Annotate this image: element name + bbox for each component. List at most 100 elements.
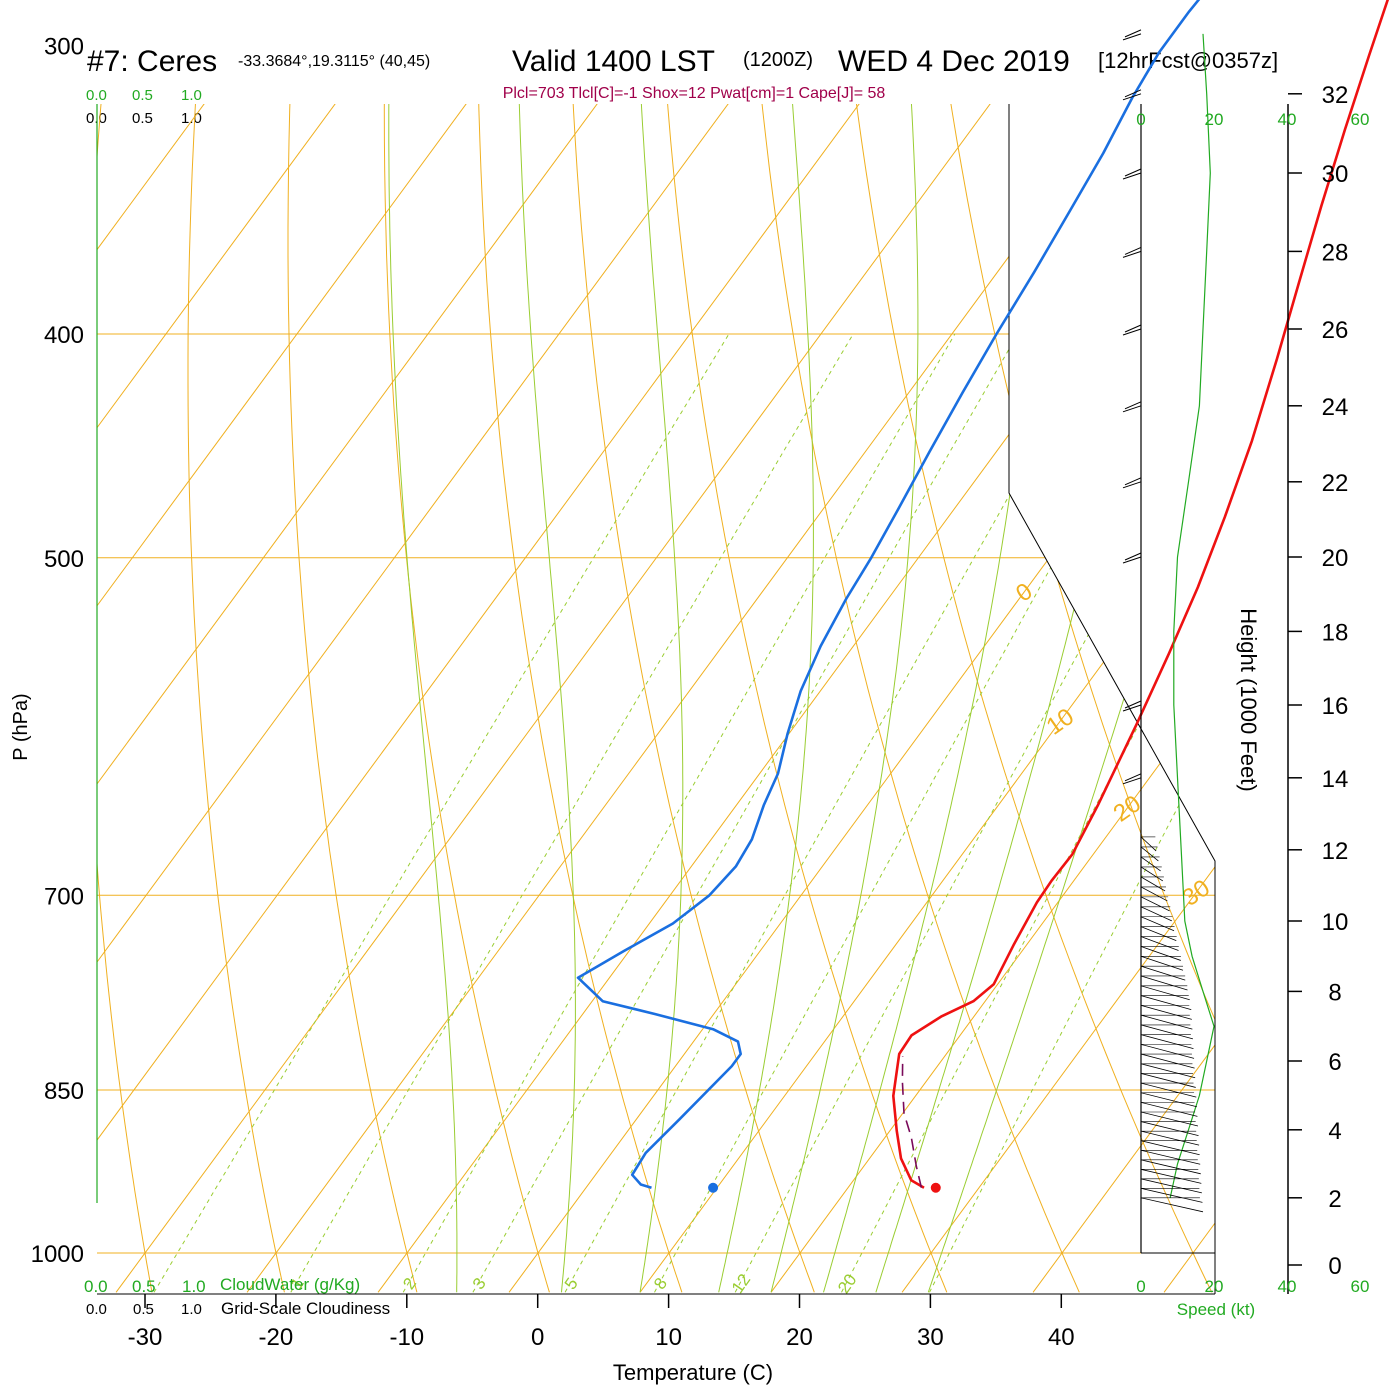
wind-barb <box>1140 1043 1195 1059</box>
height-tick-label: 2 <box>1328 1186 1341 1213</box>
moist-adiabat <box>388 104 458 1293</box>
cloud-bottom-black-0: 0.0 <box>86 1301 107 1318</box>
isotherm <box>115 104 1169 1293</box>
isotherm <box>97 104 645 1293</box>
x-tick-label: 40 <box>1048 1324 1075 1351</box>
dry-adiabat <box>1360 0 1400 1292</box>
isotherm-label-right: 10 <box>1042 703 1079 740</box>
height-tick-label: 4 <box>1328 1118 1341 1145</box>
dry-adiabat <box>97 104 153 1293</box>
wind-barb <box>1140 1111 1199 1127</box>
speed-axis-bottom: 0 20 40 60 <box>1136 1277 1369 1296</box>
x-axis-label: Temperature (C) <box>613 1360 773 1385</box>
title-utc: (1200Z) <box>743 49 813 71</box>
isotherm <box>901 104 1215 1293</box>
wind-barb <box>1140 1121 1199 1136</box>
wind-barb <box>1124 89 1142 98</box>
wind-barb <box>1140 975 1188 991</box>
cloudwater-label: CloudWater (g/Kg) <box>220 1275 360 1294</box>
wind-barb <box>1122 481 1142 489</box>
sounding-series <box>576 0 1390 1193</box>
wind-barb <box>1140 995 1192 1010</box>
speed-tick-bottom: 0 <box>1136 1277 1145 1296</box>
height-tick-label: 20 <box>1322 545 1349 572</box>
x-tick-label: -20 <box>259 1324 294 1351</box>
wind-barb <box>1140 886 1168 902</box>
wind-barb <box>1124 477 1142 486</box>
wind-barb <box>1122 777 1142 785</box>
height-tick-label: 0 <box>1328 1253 1341 1280</box>
pressure-tick-label: 1000 <box>31 1241 84 1268</box>
cloud-bottom-black-2: 1.0 <box>181 1301 202 1318</box>
isotherm <box>1163 104 1215 1293</box>
moist-adiabat <box>875 104 1186 1293</box>
wind-barb <box>1140 946 1181 961</box>
speed-tick-bottom: 60 <box>1351 1277 1370 1296</box>
moist-adiabat <box>516 104 576 1293</box>
mixing-ratio-label: 12 <box>728 1270 754 1296</box>
wind-barb <box>1140 955 1184 971</box>
x-tick-label: 0 <box>531 1324 544 1351</box>
height-tick-label: 12 <box>1322 838 1349 865</box>
cloud-top-black-1: 0.5 <box>132 110 153 127</box>
mixing-ratio-line <box>290 333 854 1293</box>
height-tick-label: 14 <box>1322 766 1349 793</box>
wind-barb <box>1140 1024 1194 1040</box>
wind-barb <box>1140 1101 1198 1117</box>
cloud-top-green-2: 1.0 <box>181 87 202 104</box>
wind-barb <box>1140 1149 1201 1165</box>
speed-tick-top: 20 <box>1205 110 1224 129</box>
wind-speed-profile <box>1169 33 1215 1198</box>
isotherm <box>97 104 907 1293</box>
wind-barb <box>1122 328 1142 336</box>
dry-adiabat <box>918 104 1215 1293</box>
wind-barb <box>1124 29 1142 38</box>
pressure-axis: 2503004005007008501000 <box>31 33 84 1268</box>
isotherm <box>639 104 1215 1293</box>
mixing-ratio-line <box>654 333 1182 1293</box>
cloudwater-top-scale: 0.0 0.5 1.0 0.0 0.5 1.0 <box>86 87 202 127</box>
wind-barb <box>1140 1034 1194 1050</box>
wind-barb <box>1140 1159 1201 1175</box>
pressure-tick-label: 300 <box>44 33 84 60</box>
wind-barb <box>1140 1140 1200 1156</box>
height-tick-label: 32 <box>1322 82 1349 109</box>
isotherm-label-right: 20 <box>1109 790 1146 827</box>
height-tick-label: 18 <box>1322 619 1349 646</box>
cloud-top-green-1: 0.5 <box>132 87 153 104</box>
dry-adiabat <box>742 104 1080 1293</box>
wind-barb <box>1140 1178 1202 1194</box>
wind-barb <box>1140 1063 1196 1079</box>
wind-barb <box>1140 896 1170 912</box>
isotherm <box>97 104 1038 1293</box>
mixing-ratio-label: 8 <box>650 1274 671 1293</box>
surface-dewpoint-marker <box>708 1182 719 1193</box>
mixing-ratio-label: 20 <box>834 1270 860 1296</box>
dry-adiabat <box>566 104 815 1293</box>
title-station: #7: Ceres <box>87 45 217 78</box>
height-tick-label: 10 <box>1322 909 1349 936</box>
dry-adiabat <box>830 104 1213 1293</box>
dry-adiabat <box>383 104 550 1293</box>
height-tick-label: 24 <box>1322 394 1349 421</box>
wind-barb <box>1140 1004 1192 1020</box>
cloudwater-bottom-scale: 0.0 0.5 1.0 CloudWater (g/Kg) 0.0 0.5 1.… <box>84 1275 390 1318</box>
dewpoint-line <box>576 0 1201 1189</box>
wind-panel <box>1122 29 1215 1254</box>
isotherm <box>508 104 1215 1293</box>
wind-barb <box>1140 985 1190 1001</box>
x-tick-label: 30 <box>917 1324 944 1351</box>
cloudiness-label: Grid-Scale Cloudiness <box>221 1299 390 1318</box>
title-valid: Valid 1400 LST <box>512 45 715 78</box>
mixing-ratio-label: 2 <box>399 1274 420 1293</box>
height-tick-label: 16 <box>1322 693 1349 720</box>
pressure-tick-label: 850 <box>44 1078 84 1105</box>
dry-adiabat <box>187 104 285 1293</box>
wind-barb <box>1140 1092 1197 1108</box>
wind-barb <box>1140 876 1166 892</box>
height-tick-label: 6 <box>1328 1049 1341 1076</box>
wind-barb <box>1140 856 1161 872</box>
